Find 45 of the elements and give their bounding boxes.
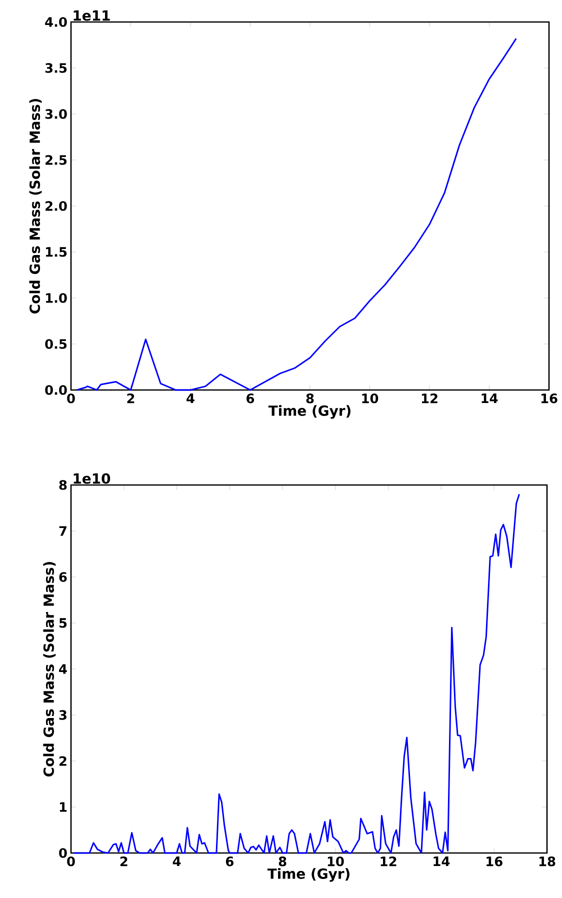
x-tick-label: 4 (172, 856, 181, 866)
x-tick-label: 6 (226, 856, 234, 866)
x-tick-label: 16 (541, 394, 558, 404)
y-axis-title: Cold Gas Mass (Solar Mass) (43, 562, 56, 777)
y-tick-label: 6 (59, 572, 67, 582)
x-tick-label: 8 (278, 856, 286, 866)
y-tick-label: 2.5 (46, 155, 67, 165)
x-axis-title: Time (Gyr) (268, 405, 350, 419)
x-tick-label: 2 (120, 856, 128, 866)
y-tick-label: 1.0 (46, 293, 67, 303)
y-tick-label: 1.5 (46, 247, 67, 257)
x-tick-label: 14 (434, 856, 450, 866)
x-axis-title: Time (Gyr) (267, 868, 350, 882)
y-tick-label: 4.0 (45, 17, 67, 27)
y-tick-label: 1 (60, 802, 67, 812)
y-tick-label: 0.0 (45, 385, 67, 395)
y-tick-label: 3 (59, 710, 66, 720)
x-tick-label: 10 (362, 394, 378, 404)
text: 1e11 (74, 10, 110, 21)
x-tick-label: 2 (127, 394, 134, 404)
y-tick-label: 0 (59, 848, 67, 858)
line-series (76, 38, 517, 391)
y-tick-label: 8 (59, 480, 67, 490)
x-tick-label: 4 (186, 394, 194, 403)
text: 1e10 (74, 473, 110, 484)
y-tick-label: 2.0 (46, 201, 67, 211)
y-tick-label: 0.5 (45, 339, 67, 349)
y-tick-label: 7 (59, 526, 66, 536)
x-tick-label: 12 (422, 394, 438, 404)
y-tick-label: 3.5 (45, 63, 67, 73)
x-tick-label: 8 (306, 394, 314, 404)
y-tick-label: 4 (59, 664, 67, 674)
x-tick-label: 0 (67, 856, 75, 866)
x-tick-label: 14 (482, 394, 498, 403)
line-series (72, 493, 520, 854)
x-tick-label: 16 (486, 856, 502, 866)
x-tick-label: 12 (380, 856, 396, 866)
x-tick-label: 6 (246, 394, 254, 404)
y-axis-title: Cold Gas Mass (Solar Mass) (29, 99, 42, 314)
y-tick-label: 3.0 (45, 109, 67, 119)
y-tick-label: 5 (59, 618, 67, 628)
x-tick-label: 0 (67, 394, 75, 404)
y-tick-label: 2 (60, 756, 66, 766)
x-tick-label: 18 (539, 856, 556, 866)
x-tick-label: 10 (328, 856, 344, 866)
